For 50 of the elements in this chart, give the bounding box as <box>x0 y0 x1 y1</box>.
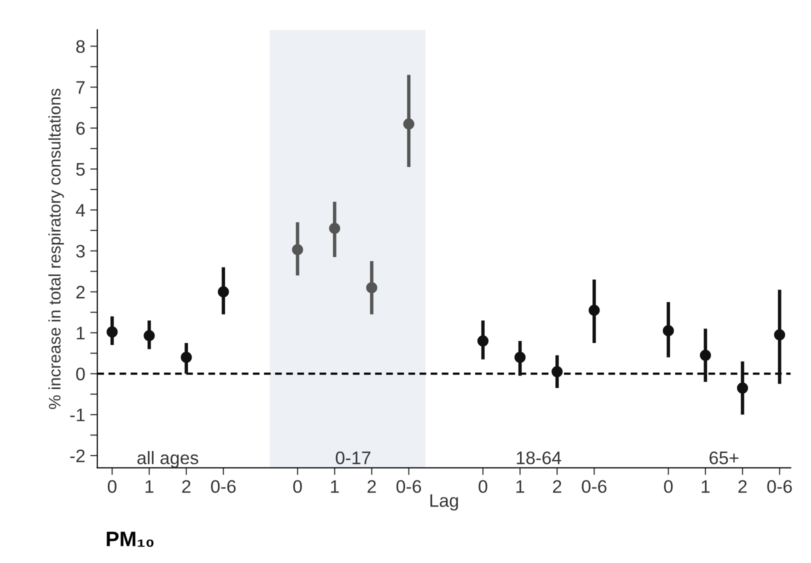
x-tick-label: 0-6 <box>396 480 422 493</box>
y-tick-label: 2 <box>76 286 85 298</box>
point <box>552 366 563 378</box>
y-tick-label: -1 <box>70 408 85 422</box>
x-axis-title: Lag <box>430 494 458 511</box>
point <box>329 222 340 234</box>
x-tick-label: 1 <box>330 480 339 493</box>
y-tick-label: 7 <box>76 81 85 94</box>
x-tick-label: 0-6 <box>211 480 236 493</box>
point <box>106 326 118 338</box>
x-tick-label: 0 <box>478 480 488 493</box>
y-tick-label: 4 <box>76 204 85 216</box>
point <box>514 352 526 363</box>
x-tick-label: 0-6 <box>582 480 606 493</box>
point <box>736 382 748 394</box>
x-tick-label: 0 <box>293 480 302 493</box>
y-tick-label: 0 <box>76 368 85 380</box>
y-tick-label: 8 <box>76 40 85 53</box>
y-tick-label: 1 <box>76 326 85 340</box>
point <box>180 352 192 363</box>
x-tick-label: 0 <box>108 480 116 493</box>
annotation: 18-64 <box>516 452 562 464</box>
point <box>403 118 414 130</box>
y-axis-title: % increase in total respiratory consultations <box>48 88 64 409</box>
x-tick-label: 1 <box>146 480 154 493</box>
point <box>292 244 304 256</box>
x-tick-label: 1 <box>516 480 524 493</box>
point <box>144 330 155 342</box>
y-tick-label: -2 <box>70 450 85 462</box>
y-tick-label: 3 <box>76 244 85 258</box>
x-tick-label: 0 <box>664 480 673 493</box>
annotation: all ages <box>137 451 198 468</box>
x-tick-label: 0-6 <box>767 480 792 493</box>
point <box>366 282 378 294</box>
x-tick-label: 2 <box>368 480 376 493</box>
annotation: 65+ <box>710 452 738 464</box>
point <box>774 329 786 340</box>
point <box>477 335 489 347</box>
point <box>662 325 674 336</box>
point <box>700 350 711 361</box>
annotation: 0-17 <box>336 452 370 464</box>
x-tick-label: 1 <box>702 480 710 493</box>
x-tick-label: 2 <box>553 480 562 493</box>
point <box>218 286 229 298</box>
y-tick-label: 6 <box>76 122 85 135</box>
y-tick-label: 5 <box>76 163 85 176</box>
x-tick-label: 2 <box>738 480 747 493</box>
point <box>588 304 600 316</box>
text: PM₁₀ <box>106 532 154 547</box>
x-tick-label: 2 <box>182 480 190 493</box>
